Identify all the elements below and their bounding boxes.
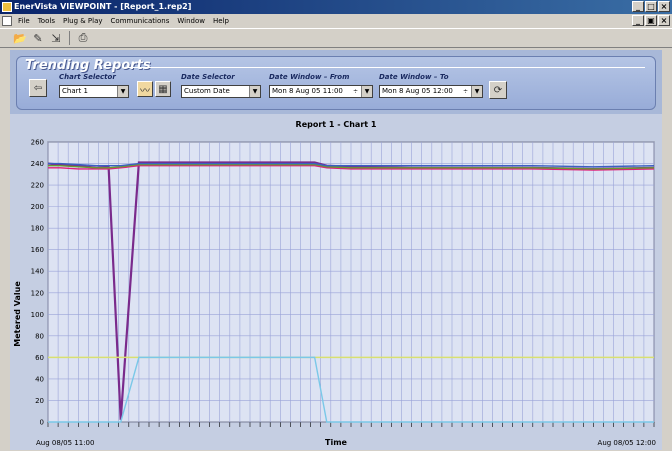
- date-selector-value: Custom Date: [184, 87, 230, 95]
- window-title-bar[interactable]: EnerVista VIEWPOINT - [Report_1.rep2] _ …: [0, 0, 672, 14]
- y-tick-label: 20: [35, 397, 44, 405]
- menu-window[interactable]: Window: [177, 17, 205, 25]
- chart-view-icon[interactable]: 〰: [137, 81, 153, 97]
- import-icon[interactable]: ⇲: [51, 31, 61, 45]
- maximize-button[interactable]: □: [645, 1, 657, 12]
- menu-plug-and-play[interactable]: Plug & Play: [62, 17, 103, 25]
- chevron-down-icon[interactable]: ▼: [471, 86, 482, 97]
- date-from-value: Mon 8 Aug 05 11:00: [272, 87, 343, 95]
- minimize-button[interactable]: _: [632, 1, 644, 12]
- title-rule: [125, 67, 645, 68]
- chart-selector-value: Chart 1: [62, 87, 88, 95]
- chevron-down-icon[interactable]: ▼: [117, 86, 128, 97]
- menu-bar: File Tools Plug & Play Communications Wi…: [0, 14, 672, 28]
- y-tick-label: 60: [35, 354, 44, 362]
- y-tick-label: 180: [31, 225, 44, 233]
- y-tick-label: 200: [31, 203, 44, 211]
- open-icon[interactable]: 📂: [13, 31, 27, 45]
- date-selector-label: Date Selector: [181, 73, 235, 81]
- toolbar: 📂 ✎ ⇲ ⎙: [0, 28, 672, 48]
- x-start-label: Aug 08/05 11:00: [36, 439, 94, 447]
- menu-tools[interactable]: Tools: [37, 17, 55, 25]
- chart-area: Report 1 - Chart 1 Metered Value Time Au…: [10, 114, 662, 450]
- trending-title: Trending Reports: [25, 58, 151, 73]
- mdi-restore-button[interactable]: ▣: [645, 15, 657, 26]
- series-line-3: [48, 163, 655, 170]
- menu-communications[interactable]: Communications: [110, 17, 170, 25]
- y-tick-label: 260: [31, 139, 44, 147]
- close-button[interactable]: ×: [658, 1, 670, 12]
- refresh-icon[interactable]: ⟳: [489, 81, 507, 99]
- y-tick-label: 140: [31, 268, 44, 276]
- y-tick-label: 0: [40, 419, 44, 427]
- series-line-4: [48, 162, 655, 168]
- mdi-close-button[interactable]: ×: [658, 15, 670, 26]
- x-end-label: Aug 08/05 12:00: [598, 439, 656, 447]
- date-from-label: Date Window – From: [269, 73, 350, 81]
- date-selector[interactable]: Custom Date ▼: [181, 85, 261, 98]
- menu-help[interactable]: Help: [212, 17, 229, 25]
- date-to-value: Mon 8 Aug 05 12:00: [382, 87, 453, 95]
- chart-selector[interactable]: Chart 1 ▼: [59, 85, 129, 98]
- x-axis-label: Time: [325, 438, 348, 447]
- y-tick-label: 220: [31, 182, 44, 190]
- chart-title: Report 1 - Chart 1: [296, 120, 377, 129]
- date-from-picker[interactable]: Mon 8 Aug 05 11:00 ÷ ▼: [269, 85, 373, 98]
- chevron-down-icon[interactable]: ▼: [361, 86, 372, 97]
- trending-reports-panel: Trending Reports ⇦ Chart Selector Chart …: [16, 56, 656, 110]
- menu-file[interactable]: File: [18, 17, 30, 25]
- back-arrow-icon[interactable]: ⇦: [29, 79, 47, 97]
- y-tick-label: 40: [35, 375, 44, 383]
- app-icon: [2, 2, 12, 12]
- chart-selector-label: Chart Selector: [59, 73, 116, 81]
- y-tick-label: 240: [31, 160, 44, 168]
- y-tick-label: 100: [31, 311, 44, 319]
- mdi-minimize-button[interactable]: _: [632, 15, 644, 26]
- print-icon[interactable]: ⎙: [78, 31, 88, 44]
- report-window: Trending Reports ⇦ Chart Selector Chart …: [10, 50, 662, 450]
- series-line-6: [48, 356, 654, 423]
- series-line-2: [48, 164, 655, 171]
- date-to-label: Date Window – To: [379, 73, 449, 81]
- grid-view-icon[interactable]: ▦: [155, 81, 171, 97]
- date-to-picker[interactable]: Mon 8 Aug 05 12:00 ÷ ▼: [379, 85, 483, 98]
- trend-chart: Report 1 - Chart 1 Metered Value Time Au…: [13, 120, 656, 447]
- y-tick-label: 120: [31, 289, 44, 297]
- toolbar-separator: [69, 31, 70, 45]
- window-title: EnerVista VIEWPOINT - [Report_1.rep2]: [14, 2, 192, 11]
- y-axis-label: Metered Value: [13, 281, 22, 347]
- spinner-icon[interactable]: ÷: [352, 88, 359, 95]
- y-tick-label: 80: [35, 332, 44, 340]
- document-icon[interactable]: [2, 16, 12, 26]
- chevron-down-icon[interactable]: ▼: [249, 86, 260, 97]
- spinner-icon[interactable]: ÷: [462, 88, 469, 95]
- edit-icon[interactable]: ✎: [33, 31, 43, 45]
- y-tick-label: 160: [31, 246, 44, 254]
